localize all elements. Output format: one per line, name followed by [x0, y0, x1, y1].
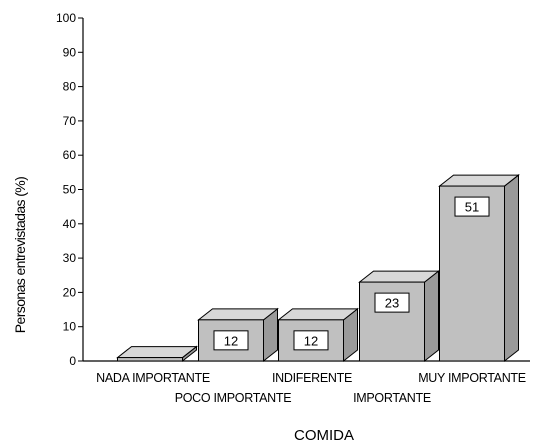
- data-label-box: [454, 196, 490, 217]
- x-tick-label: MUY IMPORTANTE: [418, 371, 526, 385]
- bar: [116, 345, 198, 363]
- x-tick-label: IMPORTANTE: [353, 391, 431, 405]
- x-tick-label: POCO IMPORTANTE: [175, 391, 292, 405]
- y-tick-label: 80: [63, 80, 77, 94]
- bar-front: [359, 281, 425, 362]
- bar: [197, 307, 279, 363]
- data-labels: 12 12 23 51: [213, 196, 490, 351]
- x-tick-label: INDIFERENTE: [272, 371, 352, 385]
- bar-top: [197, 308, 279, 321]
- y-tick-label: 40: [63, 217, 77, 231]
- data-label: 12: [213, 330, 249, 351]
- data-label-text: 23: [385, 296, 399, 311]
- bar-top: [277, 308, 359, 321]
- y-tick-label: 10: [63, 320, 77, 334]
- bar: [358, 270, 440, 363]
- x-tick-labels: NADA IMPORTANTE POCO IMPORTANTE INDIFERENT…: [96, 371, 526, 405]
- data-label: 23: [374, 292, 410, 313]
- bar-top: [438, 174, 520, 187]
- bar-side: [504, 174, 519, 363]
- y-tick-label: 30: [63, 251, 77, 265]
- y-tick-label: 20: [63, 285, 77, 299]
- data-label-text: 12: [304, 333, 318, 348]
- data-label: 51: [454, 196, 490, 217]
- data-label-text: 51: [465, 200, 479, 215]
- x-tick-label: NADA IMPORTANTE: [96, 371, 210, 385]
- bar: [277, 307, 359, 363]
- data-label-box: [374, 292, 410, 313]
- data-label: 12: [293, 330, 329, 351]
- y-tick-label: 60: [63, 148, 77, 162]
- y-tick-label: 90: [63, 45, 77, 59]
- y-tick-label: 50: [63, 183, 77, 197]
- data-label-text: 12: [224, 333, 238, 348]
- y-tick-label: 70: [63, 114, 77, 128]
- y-tick-label: 0: [69, 354, 76, 368]
- bar-top: [116, 346, 198, 359]
- bar-top: [358, 270, 440, 283]
- bars: [116, 174, 520, 363]
- data-label-box: [213, 330, 249, 351]
- x-axis-label: COMIDA: [294, 427, 354, 444]
- y-tick-label: 100: [56, 11, 76, 25]
- bar-front: [117, 357, 183, 362]
- data-label-box: [293, 330, 329, 351]
- bar-side: [424, 270, 439, 363]
- y-axis-label: Personas entrevistadas (%): [12, 177, 28, 333]
- axes: 0 10 20 30 40 50 60 70 80 90 100: [56, 11, 530, 368]
